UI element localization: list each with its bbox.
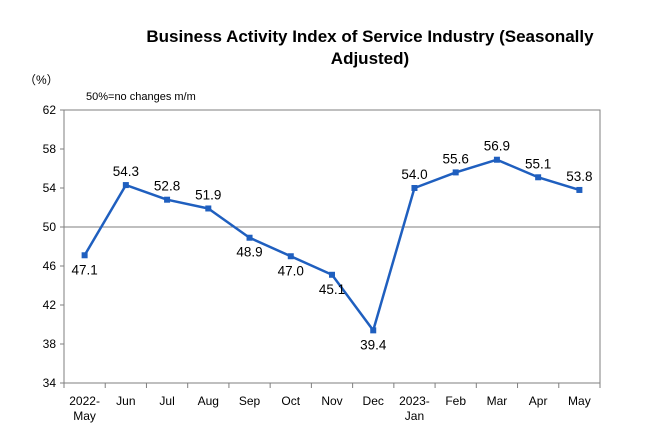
data-point (329, 271, 335, 278)
data-label: 45.1 (319, 282, 345, 297)
y-tick-label: 54 (43, 181, 57, 195)
plot-frame (63, 109, 601, 384)
y-tick-label: 62 (43, 103, 57, 117)
data-point (287, 253, 294, 260)
data-point (246, 234, 253, 241)
y-tick-label: 42 (43, 298, 57, 312)
data-label: 48.9 (236, 245, 262, 260)
data-label: 47.0 (278, 263, 304, 278)
data-label: 53.8 (566, 169, 592, 184)
data-point (535, 174, 542, 181)
x-tick-label: May (568, 394, 591, 408)
data-point (164, 196, 171, 203)
y-tick-label: 38 (43, 337, 57, 351)
data-point (81, 252, 88, 259)
x-tick-label: Nov (321, 394, 342, 408)
y-tick-label: 46 (43, 259, 57, 273)
data-point (122, 182, 129, 189)
data-label: 55.6 (443, 151, 469, 166)
y-tick-label: 50 (43, 220, 57, 234)
x-tick-label: Apr (529, 394, 548, 408)
data-label: 56.9 (484, 139, 510, 154)
x-tick-label: Mar (487, 394, 508, 408)
chart-title-line2: Adjusted) (330, 49, 410, 68)
data-point (411, 185, 418, 191)
y-tick-label: 58 (43, 142, 57, 156)
x-tick-label: Jul (159, 394, 174, 408)
y-unit-label: （%） (24, 73, 59, 87)
data-label: 39.4 (360, 337, 387, 352)
x-tick-label: Aug (198, 394, 219, 408)
chart-title: Business Activity Index of Service Indus… (80, 26, 660, 70)
x-tick-label: Feb (445, 394, 466, 408)
data-label: 52.8 (154, 179, 180, 194)
data-label: 51.9 (195, 187, 221, 202)
x-tick-label: Jun (116, 394, 135, 408)
data-point (576, 186, 583, 193)
data-label: 54.3 (113, 164, 139, 179)
note-label: 50%=no changes m/m (86, 91, 196, 103)
data-label: 54.0 (401, 167, 427, 182)
data-point (493, 156, 500, 163)
data-point (452, 169, 459, 176)
x-tick-label: Sep (239, 394, 261, 408)
x-tick-label: Oct (281, 394, 300, 408)
data-point (370, 327, 377, 334)
data-point (205, 205, 212, 212)
x-tick-label: 2023-Jan (399, 394, 430, 423)
x-tick-label: 2022-May (69, 394, 100, 423)
y-tick-label: 34 (43, 376, 57, 390)
chart-title-line1: Business Activity Index of Service Indus… (146, 27, 594, 46)
data-label: 55.1 (525, 156, 551, 171)
x-tick-label: Dec (363, 394, 384, 408)
data-label: 47.1 (71, 262, 97, 277)
